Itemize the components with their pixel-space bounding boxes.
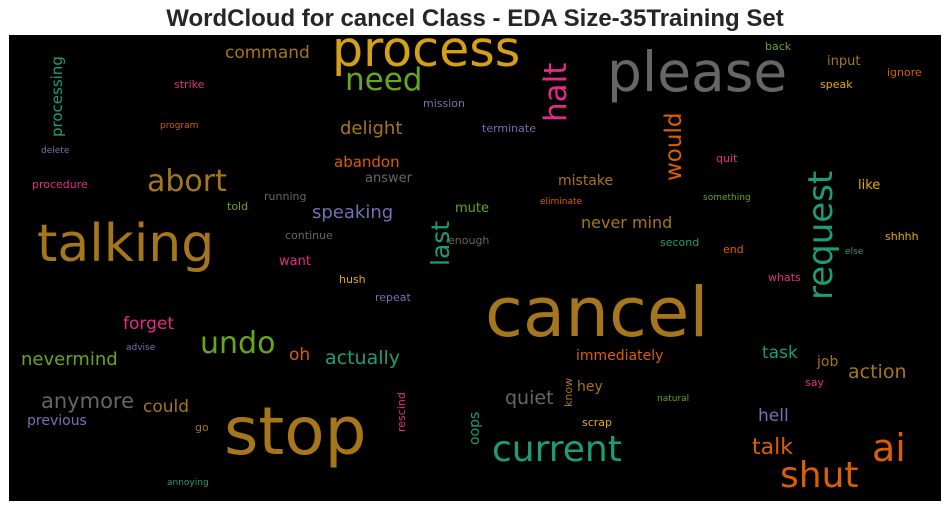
word-back: back bbox=[765, 40, 792, 53]
word-immediately: immediately bbox=[576, 348, 664, 364]
word-advise: advise bbox=[126, 343, 156, 353]
word-natural: natural bbox=[657, 394, 690, 404]
word-hey: hey bbox=[577, 379, 603, 395]
word-something: something bbox=[703, 193, 751, 203]
word-processing: processing bbox=[48, 56, 66, 137]
word-shhhh: shhhh bbox=[885, 230, 919, 243]
word-actually: actually bbox=[325, 347, 401, 369]
word-delight: delight bbox=[340, 118, 403, 139]
word-whats: whats bbox=[768, 271, 801, 284]
word-know: know bbox=[562, 377, 575, 407]
word-strike: strike bbox=[174, 78, 205, 91]
word-ignore: ignore bbox=[887, 66, 922, 79]
word-end: end bbox=[723, 243, 744, 256]
word-like: like bbox=[858, 178, 881, 193]
word-repeat: repeat bbox=[375, 291, 411, 304]
word-current: current bbox=[492, 429, 622, 470]
word-annoying: annoying bbox=[167, 478, 209, 488]
word-quit: quit bbox=[716, 152, 738, 165]
word-talking: talking bbox=[37, 214, 215, 274]
word-stop: stop bbox=[224, 393, 367, 470]
word-talk: talk bbox=[752, 435, 793, 460]
wordcloud-canvas: process please need halt command strike … bbox=[9, 35, 941, 501]
word-previous: previous bbox=[27, 413, 87, 429]
word-scrap: scrap bbox=[582, 416, 613, 429]
word-never-mind: never mind bbox=[581, 213, 673, 232]
word-running: running bbox=[264, 190, 307, 203]
word-action: action bbox=[848, 361, 907, 383]
word-hush: hush bbox=[339, 273, 366, 286]
word-procedure: procedure bbox=[32, 178, 88, 191]
word-cancel: cancel bbox=[485, 273, 709, 353]
word-mission: mission bbox=[423, 97, 465, 110]
word-second: second bbox=[660, 236, 700, 249]
word-process: process bbox=[332, 35, 521, 78]
word-delete: delete bbox=[41, 146, 70, 156]
word-forget: forget bbox=[123, 314, 174, 334]
word-continue: continue bbox=[285, 229, 333, 242]
word-task: task bbox=[762, 343, 798, 363]
chart-title: WordCloud for cancel Class - EDA Size-35… bbox=[166, 5, 784, 32]
word-else: else bbox=[845, 247, 864, 257]
word-command: command bbox=[225, 43, 310, 63]
word-program: program bbox=[160, 121, 199, 131]
word-hell: hell bbox=[758, 406, 789, 426]
word-abort: abort bbox=[147, 164, 227, 199]
word-enough: enough bbox=[448, 234, 490, 247]
word-rescind: rescind bbox=[395, 392, 408, 432]
word-want: want bbox=[279, 254, 311, 269]
word-job: job bbox=[817, 354, 839, 370]
word-could: could bbox=[143, 397, 190, 417]
word-would: would bbox=[661, 112, 687, 181]
word-abandon: abandon bbox=[334, 153, 400, 171]
word-terminate: terminate bbox=[482, 122, 536, 135]
word-say: say bbox=[805, 376, 824, 389]
word-undo: undo bbox=[200, 326, 276, 361]
word-oh: oh bbox=[289, 345, 311, 365]
word-nevermind: nevermind bbox=[21, 349, 118, 370]
word-quiet: quiet bbox=[505, 387, 554, 409]
word-input: input bbox=[827, 54, 861, 69]
word-answer: answer bbox=[365, 171, 412, 186]
word-ai: ai bbox=[872, 426, 906, 470]
word-anymore: anymore bbox=[41, 389, 135, 413]
word-please: please bbox=[607, 40, 788, 104]
word-shut: shut bbox=[780, 455, 859, 496]
word-speaking: speaking bbox=[312, 202, 394, 223]
word-mistake: mistake bbox=[558, 173, 614, 189]
word-go: go bbox=[195, 421, 209, 434]
word-request: request bbox=[801, 170, 841, 300]
word-told: told bbox=[227, 200, 249, 213]
word-speak: speak bbox=[820, 78, 853, 91]
word-eliminate: eliminate bbox=[540, 197, 583, 207]
word-need: need bbox=[345, 62, 423, 98]
word-mute: mute bbox=[455, 201, 489, 216]
word-halt: halt bbox=[538, 62, 574, 122]
word-oops: oops bbox=[467, 411, 483, 445]
